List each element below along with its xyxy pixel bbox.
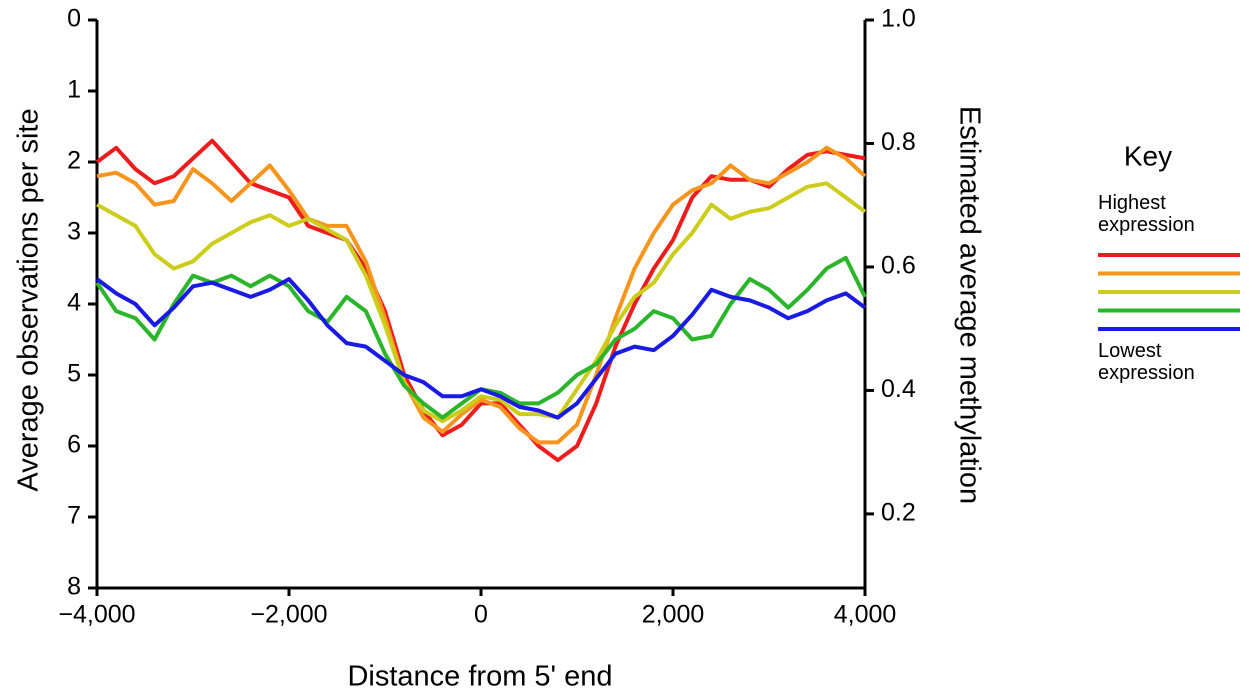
y2-tick-label: 0.2 (881, 499, 916, 527)
y-tick-label: 1 (67, 76, 81, 104)
y2-tick-label: 0.6 (881, 252, 916, 280)
y-tick-label: 3 (67, 218, 81, 246)
y-tick-label: 6 (67, 431, 81, 459)
y2-axis-title: Estimated average methylation (953, 106, 985, 504)
y2-tick-label: 0.8 (881, 128, 916, 156)
x-tick-label: 0 (474, 601, 488, 629)
legend-bottom-label: Lowest expression (1098, 340, 1195, 384)
y-tick-label: 0 (67, 5, 81, 33)
data-line (96, 145, 867, 445)
legend-top: Highest expression (1098, 192, 1195, 236)
y2-tick-label: 0.4 (881, 375, 916, 403)
y-tick-label: 5 (67, 360, 81, 388)
x-tick-label: 4,000 (834, 601, 897, 629)
y-tick-label: 4 (67, 289, 81, 317)
legend-title: Key (1124, 140, 1172, 171)
x-tick-label: −2,000 (250, 601, 327, 629)
legend-top-label: Highest expression (1098, 192, 1195, 236)
legend-bottom: Lowest expression (1098, 340, 1195, 384)
y-axis-title: Average observations per site (13, 108, 45, 491)
y-tick-label: 7 (67, 502, 81, 530)
data-line (96, 181, 867, 424)
y-tick-label: 2 (67, 147, 81, 175)
x-tick-label: 2,000 (642, 601, 705, 629)
x-tick-label: −4,000 (58, 601, 135, 629)
data-line (95, 138, 866, 463)
data-line (95, 277, 867, 420)
y2-tick-label: 1.0 (881, 5, 916, 33)
y-tick-label: 8 (67, 573, 81, 601)
x-axis-title: Distance from 5' end (347, 661, 612, 693)
